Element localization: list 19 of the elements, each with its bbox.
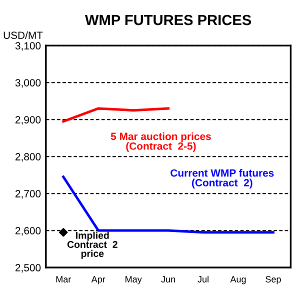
y-tick-label: 2,900 [16, 116, 41, 125]
y-tick-label: 2,800 [16, 153, 41, 162]
x-tick-label: Jun [161, 276, 175, 282]
x-tick-label: Jul [198, 276, 208, 282]
text: Current WMP futures (Contract 2) [170, 169, 274, 188]
x-tick-label: May [126, 276, 142, 284]
text: 5 Mar auction prices (Contract 2-5) [110, 132, 211, 152]
series-label: Implied Contract 2 price [67, 232, 118, 259]
x-tick-label: Sep [266, 276, 281, 284]
y-tick-label: 3,000 [15, 79, 41, 88]
y-tick-label: 2,700 [16, 190, 41, 199]
y-axis-title: USD/MT [4, 31, 43, 39]
x-tick-label: Aug [230, 276, 246, 284]
chart-title: WMP FUTURES PRICES [84, 14, 252, 26]
y-tick-label: 2,500 [16, 264, 41, 273]
y-tick-label: 3,100 [15, 42, 41, 51]
y-tick-label: 2,600 [16, 227, 41, 236]
x-tick-label: Mar [56, 276, 72, 282]
x-tick-label: Apr [91, 276, 106, 284]
